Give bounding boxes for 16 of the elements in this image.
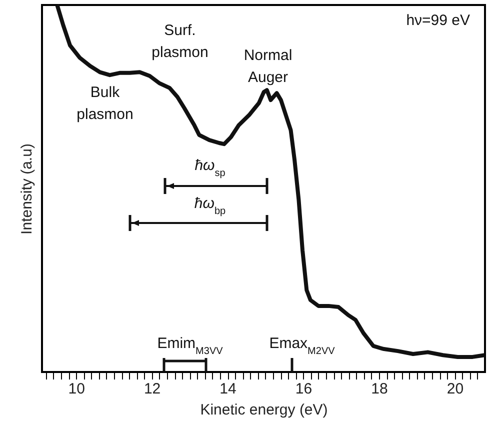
x-tick-label: 16 [295,380,312,398]
x-tick-label: 12 [144,380,161,398]
annotation: hν=99 eV [406,12,470,29]
x-tick-label: 18 [371,380,388,398]
annotation: ħω$_{bp}$ [194,195,226,216]
annotation: Bulk plasmon [76,84,134,123]
annotation: ħω$_{sp}$ [194,157,226,178]
annotation: Normal Auger [244,47,292,86]
x-tick-label: 14 [220,380,236,398]
y-axis-title: Intensity (a.u) [18,144,36,234]
annotation: Surf. plasmon [152,22,208,61]
x-axis-title: Kinetic energy (eV) [200,402,328,418]
annotation: Emim$_{M3VV}$ [157,335,224,356]
annotation: Emax$_{M2VV}$ [269,335,336,356]
x-tick-label: 20 [446,380,464,398]
x-tick-label: 10 [68,380,85,398]
